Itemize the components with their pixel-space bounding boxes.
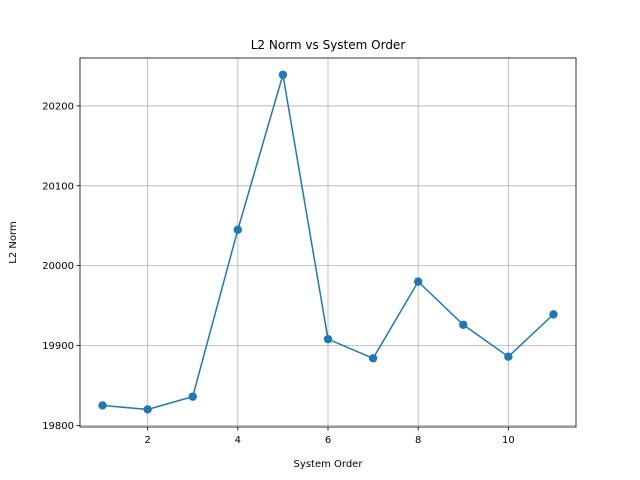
x-tick-label: 2 (144, 435, 150, 446)
data-point (233, 225, 243, 234)
x-axis-ticks: 2 4 6 8 10 (144, 427, 515, 446)
y-tick-label: 20000 (42, 261, 74, 272)
data-point (143, 405, 152, 414)
x-axis-label: System Order (294, 459, 364, 470)
x-tick-label: 6 (325, 435, 331, 446)
y-tick-label: 19900 (42, 341, 74, 352)
y-tick-label: 20100 (42, 181, 74, 192)
y-tick-label: 19800 (42, 421, 74, 432)
y-axis-label: L2 Norm (8, 221, 19, 263)
chart-title: L2 Norm vs System Order (251, 38, 406, 52)
data-point (278, 70, 288, 79)
grid-lines (80, 58, 576, 427)
data-point (459, 320, 468, 329)
data-point (323, 334, 333, 344)
series-group (98, 70, 558, 414)
data-point (188, 392, 197, 401)
plot-frame (79, 57, 577, 428)
x-tick-label: 8 (415, 435, 421, 446)
data-point (413, 277, 423, 286)
x-tick-label: 10 (502, 435, 515, 446)
x-tick-label: 4 (235, 435, 241, 446)
y-tick-label: 20200 (42, 101, 74, 112)
y-axis-ticks: 19800 19900 20000 20100 20200 (42, 101, 80, 432)
data-point (98, 401, 107, 410)
data-point (549, 310, 558, 319)
data-point (368, 354, 378, 363)
data-point (504, 352, 513, 361)
